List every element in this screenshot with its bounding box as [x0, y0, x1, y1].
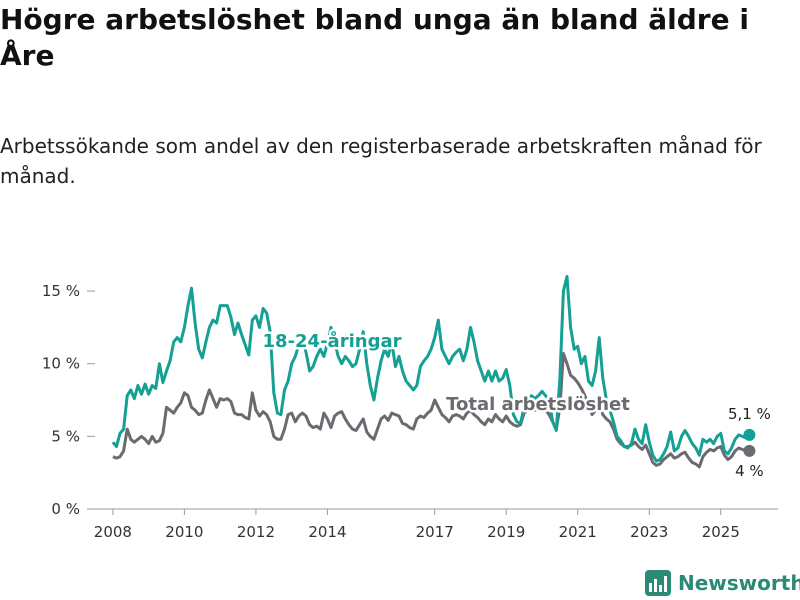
series-lines — [111, 275, 751, 469]
end-marker-youth — [743, 428, 756, 441]
x-tick-label: 2019 — [487, 523, 525, 541]
x-tick-label: 2014 — [308, 523, 346, 541]
y-tick-label: 10 % — [42, 355, 80, 373]
x-axis: 2008 2010 2012 2014 2017 2019 2021 2023 2025 — [94, 508, 778, 541]
x-tick-label: 2008 — [94, 523, 132, 541]
chart-title: Högre arbetslöshet bland unga än bland ä… — [0, 3, 749, 72]
x-tick-label: 2025 — [702, 523, 740, 541]
series-label-youth: 18-24-åringar — [263, 330, 402, 352]
x-tick-label: 2012 — [237, 523, 275, 541]
y-axis: 0 % 5 % 10 % 15 % — [42, 282, 95, 518]
x-tick-label: 2017 — [416, 523, 454, 541]
brand-name: Newsworthy — [678, 571, 800, 595]
end-value-label-total: 4 % — [735, 462, 764, 480]
series-line-total — [112, 352, 750, 469]
series-labels: 18-24-åringar Total arbetslöshet — [260, 328, 633, 418]
x-tick-label: 2021 — [559, 523, 597, 541]
x-tick-label: 2023 — [630, 523, 668, 541]
end-value-label-youth: 5,1 % — [728, 405, 771, 423]
x-tick-label: 2010 — [165, 523, 203, 541]
newsworthy-logo[interactable]: Newsworthy — [644, 568, 800, 598]
end-marker-total — [743, 444, 756, 457]
y-tick-label: 15 % — [42, 282, 80, 300]
bar-chart-logo-icon — [645, 570, 671, 596]
series-line-youth — [111, 275, 751, 463]
y-tick-label: 0 % — [51, 500, 80, 518]
end-markers: 5,1 % 4 % — [728, 405, 771, 480]
y-tick-label: 5 % — [51, 427, 80, 445]
chart-subtitle: Arbetssökande som andel av den registerb… — [0, 134, 762, 188]
series-label-total: Total arbetslöshet — [446, 394, 630, 415]
